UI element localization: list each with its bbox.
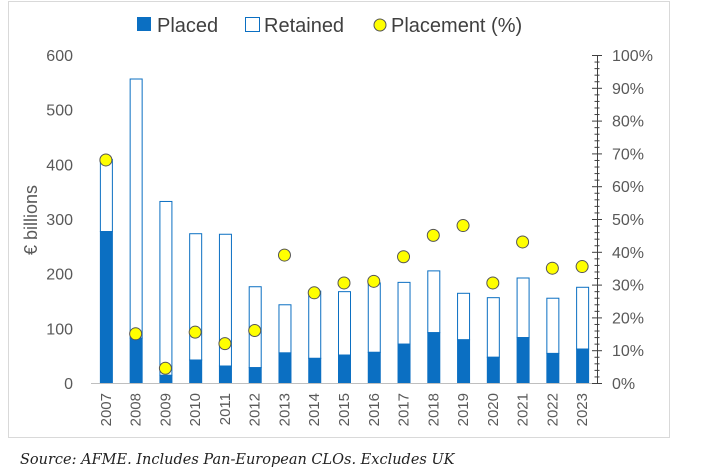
y2-tick-label: 100% xyxy=(612,48,653,65)
placement-marker xyxy=(248,324,262,338)
y-tick-label: 300 xyxy=(46,212,73,229)
bar-retained xyxy=(129,78,143,339)
placement-marker xyxy=(367,274,381,288)
y2-tick-label: 40% xyxy=(612,245,644,262)
x-tick-label: 2014 xyxy=(306,393,323,426)
bar-placed xyxy=(516,337,530,383)
placement-marker xyxy=(158,361,172,375)
y2-tick-label: 90% xyxy=(612,81,644,98)
x-tick-label: 2018 xyxy=(425,393,442,426)
x-tick-label: 2015 xyxy=(336,393,353,426)
x-tick-label: 2010 xyxy=(187,393,204,426)
bar-placed xyxy=(189,359,203,383)
placement-marker xyxy=(337,276,351,290)
bar-retained xyxy=(308,290,322,359)
y-tick-label: 100 xyxy=(46,321,73,338)
y-tick-label: 500 xyxy=(46,103,73,120)
y2-tick-label: 70% xyxy=(612,146,644,163)
y-tick-label: 0 xyxy=(64,376,73,393)
bar-placed xyxy=(338,354,351,383)
chart: Placed Retained Placement (%) € billions… xyxy=(21,15,653,426)
bar-placed xyxy=(159,374,173,383)
bar-retained xyxy=(546,297,560,354)
y-axis-label: € billions xyxy=(21,185,41,255)
x-tick-label: 2007 xyxy=(98,393,115,426)
plot-area: 0 100 200 300 400 500 600 0% 10% 20% 30% 40% 50% 60% 7… xyxy=(46,48,653,426)
y2-tick-label: 80% xyxy=(612,114,644,131)
placement-marker xyxy=(188,325,202,339)
placement-marker xyxy=(575,260,589,274)
bar-retained xyxy=(99,158,113,233)
bar-placed xyxy=(546,352,560,383)
bar-placed xyxy=(218,365,232,383)
bar-retained xyxy=(338,291,351,356)
bar-retained xyxy=(159,200,173,376)
bar-placed xyxy=(308,357,322,383)
bar-retained xyxy=(427,270,441,334)
legend-swatch-retained xyxy=(245,17,260,32)
placement-marker xyxy=(516,235,530,249)
placement-marker xyxy=(426,228,440,242)
y-tick-label: 600 xyxy=(46,48,73,65)
placement-marker xyxy=(99,153,113,167)
bar-placed xyxy=(457,339,471,383)
y-tick-label: 400 xyxy=(46,157,73,174)
legend-swatch-placed xyxy=(137,17,151,31)
bar-retained xyxy=(397,281,411,345)
x-tick-label: 2012 xyxy=(247,393,264,426)
bar-placed xyxy=(427,332,441,383)
x-tick-label: 2016 xyxy=(366,393,383,426)
y2-tick-label: 20% xyxy=(612,310,644,327)
y2-tick-label: 30% xyxy=(612,278,644,295)
bar-placed xyxy=(129,337,143,383)
x-tick-label: 2020 xyxy=(485,393,502,426)
bar-placed xyxy=(248,367,262,383)
bar-retained xyxy=(576,286,590,350)
x-tick-label: 2011 xyxy=(217,393,234,425)
y2-tick-label: 50% xyxy=(612,212,644,229)
legend-marker-placement xyxy=(373,18,387,32)
y-tick-label: 200 xyxy=(46,267,73,284)
bar-retained xyxy=(278,304,292,354)
placement-marker xyxy=(277,248,291,262)
legend-label-retained: Retained xyxy=(264,15,344,37)
chart-frame xyxy=(8,1,670,438)
x-tick-label: 2008 xyxy=(128,393,145,426)
bar-retained xyxy=(189,233,203,361)
bar-retained xyxy=(516,277,530,339)
bar-retained xyxy=(486,297,500,358)
x-tick-label: 2022 xyxy=(544,393,561,426)
x-tick-label: 2013 xyxy=(276,393,293,426)
x-tick-label: 2017 xyxy=(396,393,413,426)
bar-placed xyxy=(278,352,292,383)
placement-marker xyxy=(218,337,232,351)
bar-retained xyxy=(367,282,381,353)
legend-label-placement: Placement (%) xyxy=(391,15,522,37)
y2-tick-label: 60% xyxy=(612,179,644,196)
placement-marker xyxy=(456,219,470,233)
bar-placed xyxy=(486,356,500,383)
x-tick-label: 2023 xyxy=(574,393,591,426)
legend-label-placed: Placed xyxy=(157,15,218,37)
bar-placed xyxy=(576,348,590,383)
bar-placed xyxy=(99,231,113,383)
bar-retained xyxy=(457,292,471,341)
y2-tick-label: 10% xyxy=(612,343,644,360)
placement-marker xyxy=(545,261,559,275)
source-note: Source: AFME. Includes Pan-European CLOs… xyxy=(20,452,455,468)
x-tick-label: 2019 xyxy=(455,393,472,426)
bar-placed xyxy=(397,343,411,383)
placement-marker xyxy=(397,250,411,264)
placement-marker xyxy=(486,276,500,290)
bar-placed xyxy=(367,351,381,383)
y2-tick-label: 0% xyxy=(612,376,635,393)
x-tick-label: 2021 xyxy=(515,393,532,426)
placement-marker xyxy=(129,327,143,341)
x-tick-label: 2009 xyxy=(157,393,174,426)
placement-marker xyxy=(307,286,321,300)
legend: Placed Retained Placement (%) xyxy=(137,15,522,37)
